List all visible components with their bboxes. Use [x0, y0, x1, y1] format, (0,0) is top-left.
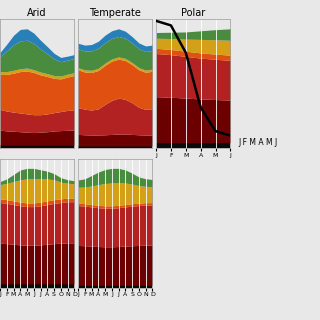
Title: Polar: Polar	[181, 8, 205, 19]
Text: J F M A M J: J F M A M J	[238, 138, 277, 147]
Title: Arid: Arid	[28, 8, 47, 19]
Title: Temperate: Temperate	[89, 8, 141, 19]
